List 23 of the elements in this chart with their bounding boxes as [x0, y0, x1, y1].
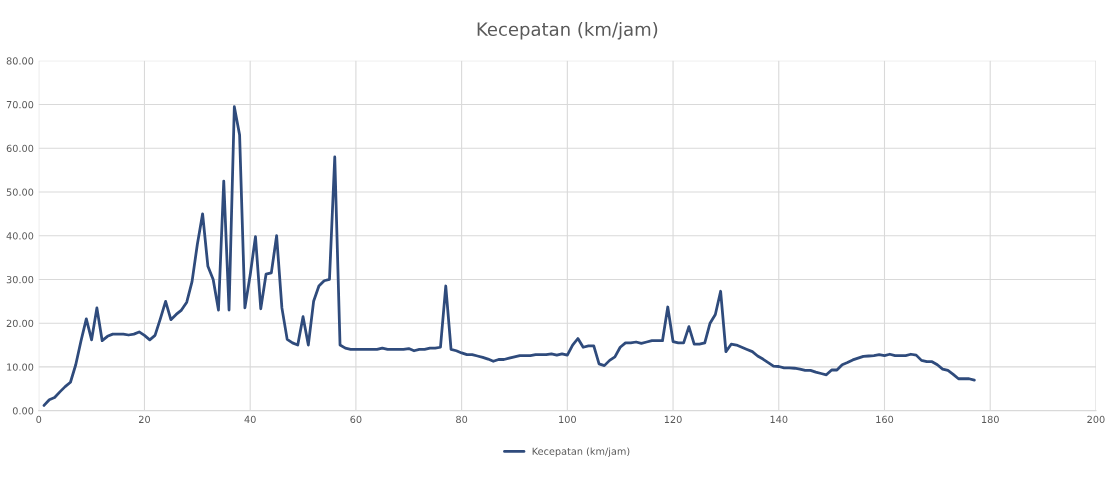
x-tick-label: 60 — [350, 415, 362, 424]
x-tick-label: 40 — [244, 415, 256, 424]
x-tick-label: 160 — [876, 415, 894, 424]
y-tick-label: 70.00 — [6, 100, 34, 109]
line-series — [42, 105, 976, 407]
y-tick-label: 0.00 — [12, 407, 34, 415]
y-tick-label: 40.00 — [6, 232, 34, 240]
y-tick-label: 30.00 — [6, 275, 34, 284]
x-tick-label: 20 — [138, 415, 150, 424]
y-tick-label: 60.00 — [6, 144, 34, 153]
x-tick-label: 120 — [664, 415, 682, 424]
x-tick-label: 180 — [982, 415, 999, 424]
x-tick-label: 140 — [770, 415, 788, 424]
x-tick-label: 80 — [456, 415, 468, 424]
x-tick-label: 100 — [559, 415, 576, 424]
y-tick-label: 20.00 — [6, 319, 34, 328]
y-tick-label: 50.00 — [6, 188, 34, 196]
x-tick-label: 200 — [1087, 415, 1105, 424]
y-tick-label: 80.00 — [6, 57, 34, 65]
chart-title: Kecepatan (km/jam) — [477, 22, 658, 40]
legend-label: Kecepatan (km/jam) — [532, 447, 630, 457]
y-tick-label: 10.00 — [7, 363, 34, 371]
x-tick-label: 0 — [36, 415, 42, 424]
